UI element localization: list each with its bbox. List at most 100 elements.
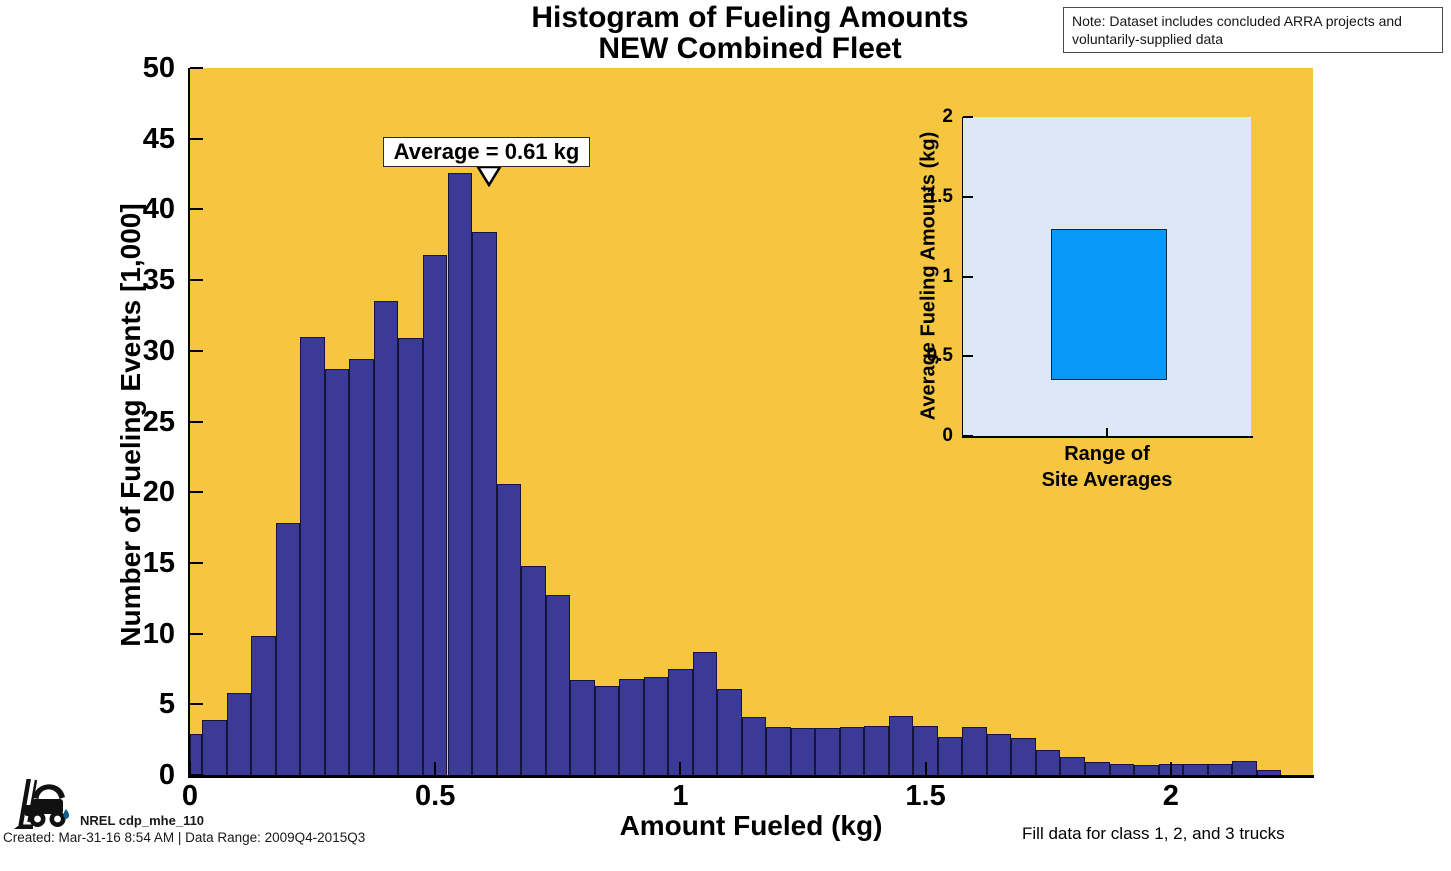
y-tick xyxy=(190,137,203,140)
y-tick xyxy=(190,208,203,211)
histogram-bar xyxy=(1183,763,1208,775)
inset-y-tick-label: 1.5 xyxy=(926,185,953,207)
histogram-bar xyxy=(202,719,227,775)
y-tick-label: 0 xyxy=(158,759,175,791)
y-tick-label: 15 xyxy=(142,546,175,579)
inset-x-axis-line xyxy=(961,436,1253,438)
histogram-bar xyxy=(962,726,987,775)
y-tick-label: 30 xyxy=(142,334,175,367)
histogram-bar xyxy=(619,678,644,775)
histogram-bar xyxy=(300,336,325,775)
histogram-bar xyxy=(888,715,914,775)
inset-y-tick-label: 2 xyxy=(942,106,953,127)
note-text: Note: Dataset includes concluded ARRA pr… xyxy=(1072,13,1402,47)
histogram-bar xyxy=(864,725,889,775)
x-tick-label: 2 xyxy=(1162,780,1179,812)
x-axis-label: Amount Fueled (kg) xyxy=(619,810,883,841)
histogram-bar xyxy=(815,728,840,775)
x-tick-label: 1 xyxy=(672,780,689,812)
inset-y-tick-label: 1 xyxy=(942,265,953,287)
inset-x-label-line2: Site Averages xyxy=(1041,469,1173,491)
histogram-bar xyxy=(545,595,570,775)
histogram-bar xyxy=(349,359,374,775)
x-tick-label: 0 xyxy=(181,780,199,812)
y-tick-label: 25 xyxy=(142,405,175,438)
chart-title: Histogram of Fueling Amounts NEW Combine… xyxy=(330,2,1170,64)
histogram-bar xyxy=(570,680,595,775)
average-annotation: Average = 0.61 kg xyxy=(383,137,590,167)
inset-y-tick xyxy=(963,435,973,437)
histogram-bar xyxy=(472,232,497,775)
histogram-bar xyxy=(766,726,791,775)
histogram-bar xyxy=(643,677,669,775)
chart-title-line1: Histogram of Fueling Amounts xyxy=(531,1,969,34)
fill-data-note: Fill data for class 1, 2, and 3 trucks xyxy=(1022,824,1285,843)
y-tick xyxy=(190,491,203,494)
y-tick-label: 45 xyxy=(142,122,175,155)
inset-x-label-line1: Range of xyxy=(1064,443,1150,465)
histogram-bar xyxy=(1035,749,1061,775)
site-average-range-box xyxy=(1051,228,1167,381)
y-axis-label: Number of Fueling Events [1,000] xyxy=(115,203,146,647)
inset-y-tick xyxy=(963,355,973,358)
histogram-bar xyxy=(1134,765,1159,775)
x-tick xyxy=(434,762,437,775)
y-tick-label: 40 xyxy=(142,193,175,226)
x-tick xyxy=(1169,762,1172,775)
x-tick-label: 1.5 xyxy=(905,780,946,812)
inset-y-tick-label: 0 xyxy=(942,425,953,446)
histogram-bar xyxy=(741,717,767,775)
inset-x-axis-label: Range of Site Averages xyxy=(963,441,1251,493)
y-axis-line xyxy=(188,68,191,777)
histogram-bar xyxy=(1060,757,1085,775)
histogram-bar xyxy=(1011,738,1036,775)
histogram-bar xyxy=(1232,760,1257,775)
y-tick xyxy=(190,561,203,564)
x-axis-line xyxy=(188,775,1314,778)
x-tick xyxy=(189,762,191,775)
histogram-bar xyxy=(1207,764,1233,775)
histogram-bar xyxy=(398,338,423,775)
histogram-bar xyxy=(521,565,546,775)
histogram-bar xyxy=(986,734,1012,775)
y-tick-label: 20 xyxy=(142,476,175,509)
histogram-bar xyxy=(1109,763,1134,775)
histogram-bar xyxy=(668,668,693,775)
histogram-bar xyxy=(373,301,399,775)
histogram-bar xyxy=(1085,762,1110,775)
histogram-bar xyxy=(692,652,718,775)
inset-y-axis-label: Average Fueling Amounts (kg) xyxy=(917,131,940,421)
histogram-bar xyxy=(839,726,865,775)
cdp-id-label: NREL cdp_mhe_110 xyxy=(80,813,205,828)
inset-y-axis-line xyxy=(961,117,964,438)
inset-y-tick xyxy=(963,275,973,278)
histogram-bar xyxy=(790,728,816,775)
histogram-bar xyxy=(594,685,620,775)
histogram-bar xyxy=(226,693,252,775)
histogram-bar xyxy=(422,254,448,775)
histogram-bar xyxy=(190,734,203,775)
note-box: Note: Dataset includes concluded ARRA pr… xyxy=(1063,7,1443,53)
x-tick xyxy=(924,762,927,775)
histogram-bar xyxy=(275,523,301,775)
y-tick-label: 5 xyxy=(158,688,175,721)
y-tick xyxy=(190,349,203,352)
inset-plot-area: 0 0.5 1 1.5 2 xyxy=(927,107,1251,446)
x-tick-label: 0.5 xyxy=(415,780,456,812)
histogram-bar xyxy=(717,688,742,775)
inset-y-tick xyxy=(963,116,973,118)
histogram-bar xyxy=(937,736,963,775)
forklift-logo-icon xyxy=(14,779,70,829)
y-tick xyxy=(190,67,203,69)
histogram-bar xyxy=(324,369,350,775)
inset-y-tick-label: 0.5 xyxy=(926,345,953,367)
inset-x-tick xyxy=(1106,428,1108,436)
y-tick-label: 10 xyxy=(142,617,175,650)
y-tick xyxy=(190,632,203,635)
histogram-bar xyxy=(251,636,276,775)
histogram-bar xyxy=(447,172,472,775)
histogram-bar xyxy=(1256,770,1282,775)
y-tick xyxy=(190,279,203,282)
histogram-bar xyxy=(496,483,521,775)
